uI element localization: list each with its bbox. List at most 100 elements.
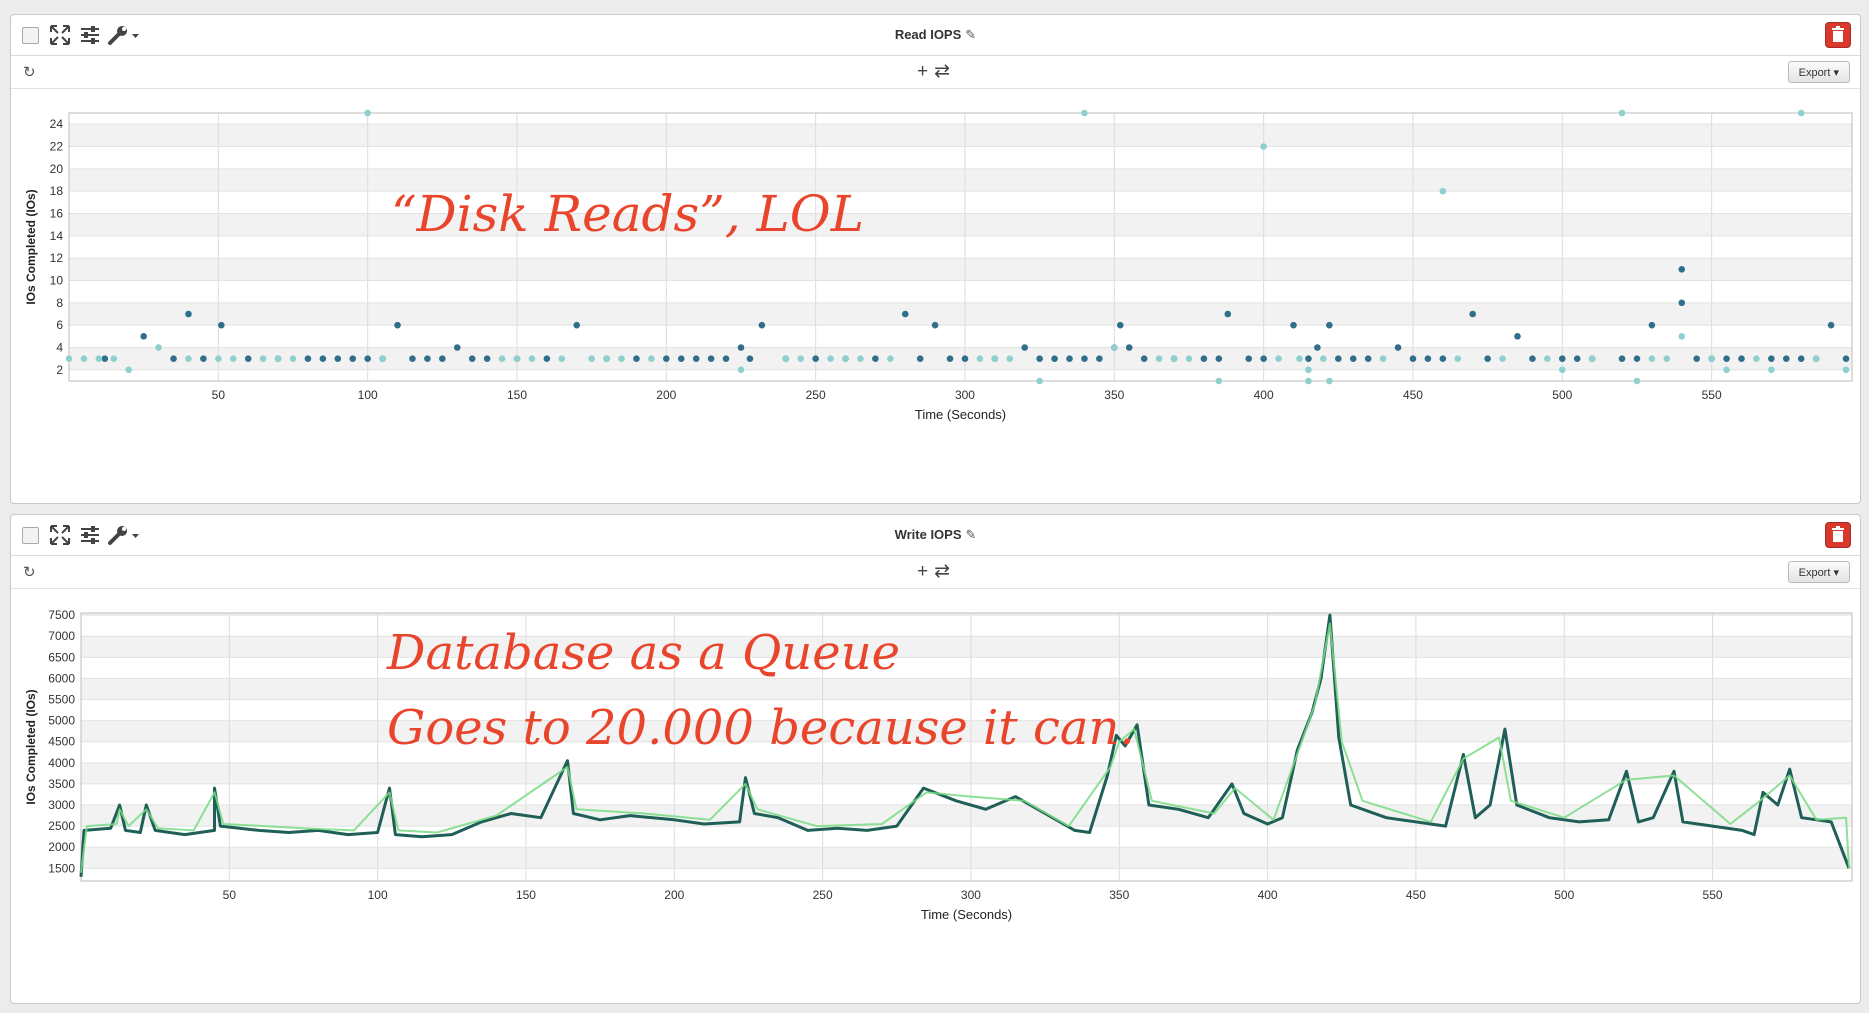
data-point [603,355,610,362]
data-point [1618,109,1626,117]
sliders-icon[interactable] [79,24,101,46]
data-point [1314,344,1321,351]
data-point [1768,355,1775,362]
data-point [1454,355,1462,362]
data-point [1215,355,1223,362]
data-point [857,355,864,362]
swap-icon[interactable]: ⇄ [934,61,957,82]
chart-toolbar: ↻ +⇄ Export ▾ [11,555,1860,589]
data-point [1633,355,1641,362]
read-iops-chart: 50 100 150 200 250 300 350 400 450 500 55024681012… [24,109,1853,422]
data-point [1185,355,1193,362]
trash-icon [1832,526,1844,542]
data-point [931,321,939,329]
data-point [976,355,984,362]
data-point [364,109,371,117]
data-point [1529,355,1536,362]
x-tick-label: 100 [358,388,378,402]
delete-panel-button[interactable] [1825,522,1851,548]
data-point [185,310,192,318]
delete-panel-button[interactable] [1825,22,1851,48]
data-point [394,321,401,329]
expand-icon[interactable] [49,524,71,546]
plus-icon[interactable]: + [917,61,935,82]
x-axis-label: Time (Seconds) [921,907,1012,922]
x-tick-label: 250 [813,888,833,902]
x-tick-label: 50 [212,388,226,402]
x-tick-label: 150 [507,388,527,402]
wrench-dropdown-icon[interactable] [107,524,141,546]
reset-zoom-icon[interactable]: ↻ [23,564,36,581]
x-tick-label: 550 [1702,388,1722,402]
data-point [797,355,805,362]
reset-zoom-icon[interactable]: ↻ [23,64,36,81]
data-point [170,355,177,362]
data-point [1170,355,1178,362]
data-point [259,355,267,362]
x-tick-label: 200 [664,888,684,902]
data-point [498,355,506,362]
chart-toolbar: ↻ +⇄ Export ▾ [11,55,1860,89]
plot-band [81,636,1852,658]
data-point [1305,355,1312,362]
data-point [887,355,894,362]
swap-icon[interactable]: ⇄ [934,561,957,582]
series-line [79,613,1851,877]
data-point [1140,355,1148,362]
data-point [140,333,147,340]
data-point [737,344,745,351]
select-panel-checkbox[interactable] [22,27,39,44]
export-button[interactable]: Export ▾ [1787,561,1850,583]
read-iops-panel: Read IOPS ✎ ↻ +⇄ Export ▾ 50 100 150 200 250 3… [10,14,1861,504]
data-point [65,355,73,362]
data-point [1558,355,1566,362]
data-point [1484,355,1491,362]
y-tick-label: 4 [56,341,63,355]
series-line [80,622,1850,873]
expand-icon[interactable] [49,24,71,46]
data-point [812,355,819,362]
data-point [1021,344,1029,351]
annotation-queue-line-2: Goes to 20.000 because it can. [387,700,1135,756]
select-panel-checkbox[interactable] [22,527,39,544]
data-point [1678,333,1686,340]
y-tick-label: 5500 [48,693,75,707]
panel-title: Write IOPS ✎ [894,527,977,542]
data-point [1797,355,1805,362]
x-tick-label: 400 [1258,888,1278,902]
x-tick-label: 350 [1104,388,1124,402]
data-point [901,310,909,318]
sliders-icon[interactable] [79,524,101,546]
data-point [1290,321,1297,329]
export-button[interactable]: Export ▾ [1787,61,1850,83]
y-tick-label: 3000 [48,798,75,812]
plus-icon[interactable]: + [917,561,935,582]
x-tick-label: 550 [1703,888,1723,902]
data-point [618,355,625,362]
data-point [1036,355,1043,362]
data-point [1006,355,1014,362]
caret-down-icon: ▾ [1833,567,1839,579]
x-axis-label: Time (Seconds) [915,407,1006,422]
plot-band [69,168,1852,192]
y-tick-label: 7000 [48,629,75,643]
y-tick-label: 24 [50,117,64,131]
data-point [758,321,766,329]
edit-title-icon[interactable]: ✎ [965,527,977,542]
panel-title: Read IOPS ✎ [894,27,977,42]
data-point [1633,377,1641,385]
edit-title-icon[interactable]: ✎ [965,27,977,42]
data-point [125,366,133,374]
data-point [1081,109,1088,117]
caret-down-icon: ▾ [1833,67,1839,79]
y-tick-label: 4500 [48,735,75,749]
y-tick-label: 2500 [48,819,75,833]
y-tick-label: 5000 [48,714,75,728]
y-tick-label: 16 [50,207,64,221]
wrench-dropdown-icon[interactable] [107,24,141,46]
y-tick-label: 2000 [48,840,75,854]
x-tick-label: 100 [368,888,388,902]
x-tick-label: 350 [1109,888,1129,902]
data-point [1782,355,1790,362]
data-point [872,355,879,362]
